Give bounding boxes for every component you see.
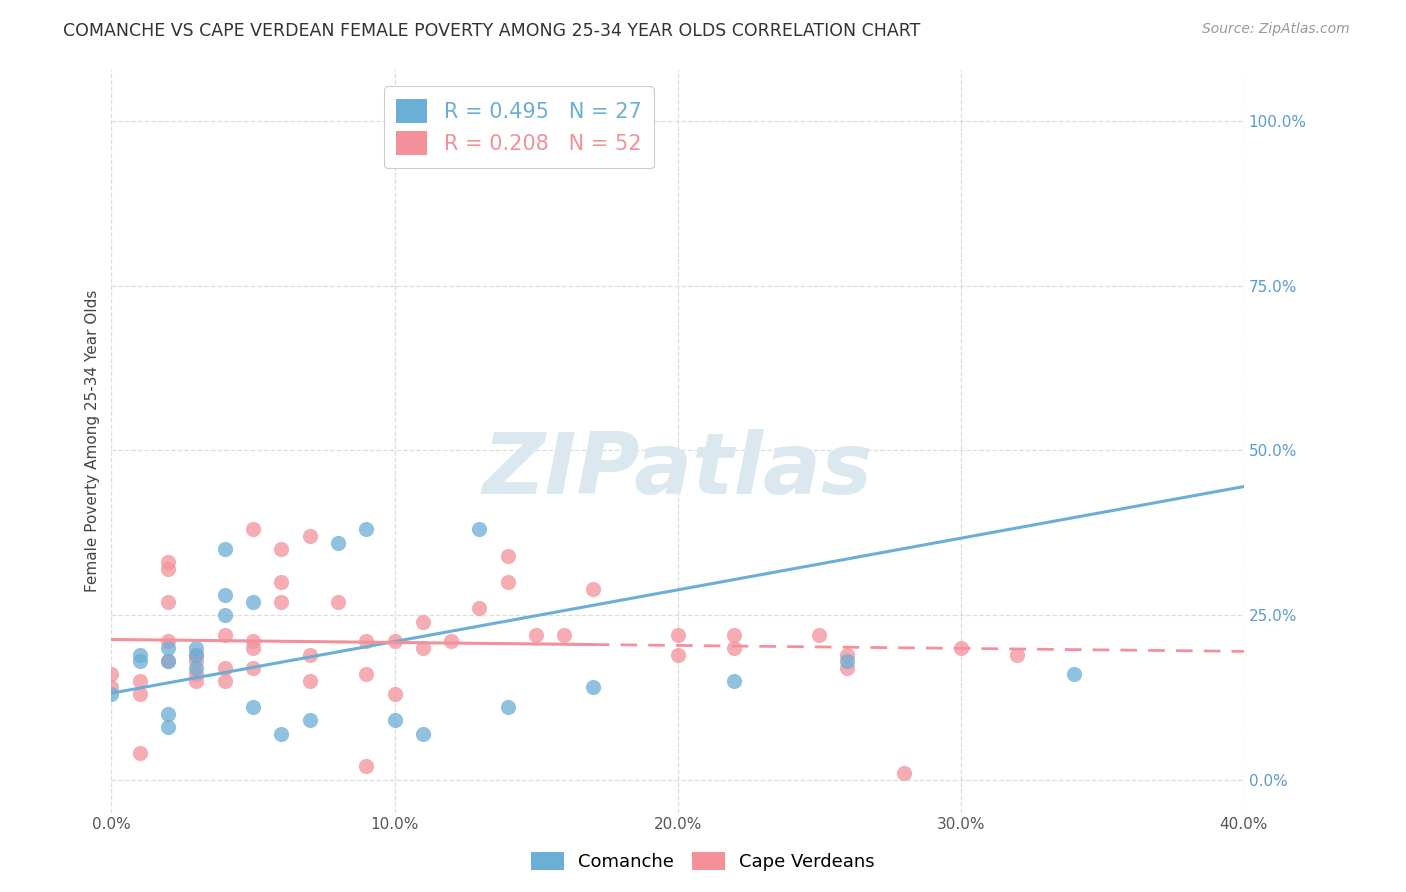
Point xyxy=(326,595,349,609)
Point xyxy=(270,726,292,740)
Point xyxy=(242,595,264,609)
Point xyxy=(214,588,236,602)
Point xyxy=(384,714,406,728)
Point xyxy=(186,667,208,681)
Point xyxy=(412,726,434,740)
Point xyxy=(214,661,236,675)
Point xyxy=(270,542,292,557)
Legend: Comanche, Cape Verdeans: Comanche, Cape Verdeans xyxy=(524,845,882,879)
Point xyxy=(214,542,236,557)
Point xyxy=(582,681,605,695)
Point xyxy=(384,687,406,701)
Point xyxy=(298,648,321,662)
Point xyxy=(157,562,180,576)
Point xyxy=(582,582,605,596)
Point xyxy=(723,628,745,642)
Point xyxy=(666,648,689,662)
Point xyxy=(157,706,180,721)
Point xyxy=(157,595,180,609)
Point xyxy=(949,640,972,655)
Point xyxy=(270,595,292,609)
Point xyxy=(128,687,150,701)
Point xyxy=(128,746,150,760)
Point xyxy=(354,759,377,773)
Point xyxy=(242,661,264,675)
Point xyxy=(893,766,915,780)
Point xyxy=(468,523,491,537)
Point xyxy=(157,640,180,655)
Point xyxy=(157,654,180,668)
Point xyxy=(496,549,519,563)
Point xyxy=(186,654,208,668)
Point xyxy=(100,687,122,701)
Point xyxy=(186,648,208,662)
Point xyxy=(214,673,236,688)
Point xyxy=(837,648,859,662)
Point xyxy=(354,667,377,681)
Point xyxy=(666,628,689,642)
Point xyxy=(157,654,180,668)
Point xyxy=(496,700,519,714)
Point xyxy=(128,648,150,662)
Point xyxy=(723,640,745,655)
Point xyxy=(808,628,831,642)
Point xyxy=(440,634,463,648)
Point xyxy=(242,634,264,648)
Point xyxy=(242,523,264,537)
Point xyxy=(157,634,180,648)
Point xyxy=(837,661,859,675)
Point xyxy=(186,640,208,655)
Point xyxy=(128,673,150,688)
Point xyxy=(270,575,292,590)
Point xyxy=(100,681,122,695)
Point xyxy=(298,529,321,543)
Point xyxy=(1063,667,1085,681)
Point xyxy=(298,714,321,728)
Point xyxy=(242,640,264,655)
Point xyxy=(354,634,377,648)
Point xyxy=(186,673,208,688)
Point xyxy=(326,535,349,549)
Point xyxy=(100,667,122,681)
Point xyxy=(384,634,406,648)
Text: COMANCHE VS CAPE VERDEAN FEMALE POVERTY AMONG 25-34 YEAR OLDS CORRELATION CHART: COMANCHE VS CAPE VERDEAN FEMALE POVERTY … xyxy=(63,22,921,40)
Point xyxy=(157,720,180,734)
Point xyxy=(214,628,236,642)
Point xyxy=(553,628,575,642)
Point xyxy=(524,628,547,642)
Point xyxy=(1007,648,1029,662)
Point xyxy=(186,661,208,675)
Point xyxy=(468,601,491,615)
Point xyxy=(242,700,264,714)
Point xyxy=(128,654,150,668)
Point xyxy=(214,607,236,622)
Point xyxy=(157,555,180,569)
Point xyxy=(412,615,434,629)
Point xyxy=(354,523,377,537)
Text: Source: ZipAtlas.com: Source: ZipAtlas.com xyxy=(1202,22,1350,37)
Point xyxy=(186,648,208,662)
Point xyxy=(298,673,321,688)
Point xyxy=(837,654,859,668)
Y-axis label: Female Poverty Among 25-34 Year Olds: Female Poverty Among 25-34 Year Olds xyxy=(86,289,100,591)
Legend: R = 0.495   N = 27, R = 0.208   N = 52: R = 0.495 N = 27, R = 0.208 N = 52 xyxy=(384,87,654,168)
Point xyxy=(496,575,519,590)
Point xyxy=(723,673,745,688)
Text: ZIPatlas: ZIPatlas xyxy=(482,429,873,512)
Point xyxy=(412,640,434,655)
